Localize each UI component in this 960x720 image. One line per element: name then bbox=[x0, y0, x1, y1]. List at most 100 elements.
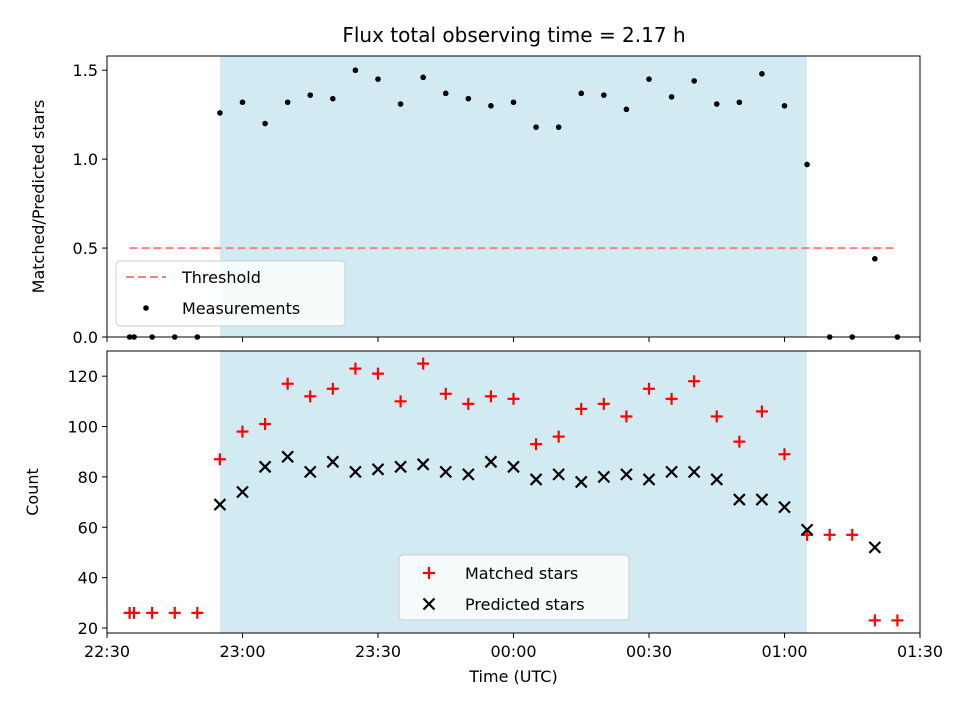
x-b bbox=[484, 455, 498, 469]
y-tick-label: 120 bbox=[67, 367, 98, 386]
matched-star-point bbox=[417, 357, 430, 370]
measurement-point bbox=[131, 334, 137, 340]
measurement-point bbox=[284, 99, 291, 106]
matched-star-point bbox=[733, 435, 746, 448]
x-b bbox=[394, 460, 407, 474]
predicted-star-point bbox=[303, 465, 317, 479]
measurement-point bbox=[262, 120, 268, 127]
measurement-point bbox=[601, 92, 607, 98]
measurement-point bbox=[465, 95, 472, 102]
x-b bbox=[326, 455, 340, 469]
matched-star-point bbox=[146, 606, 159, 619]
legend-bottom: Matched stars Predicted stars bbox=[398, 554, 630, 621]
y-tick-label: 100 bbox=[67, 418, 98, 437]
matched-star-point bbox=[236, 425, 249, 438]
predicted-star-point bbox=[507, 460, 520, 474]
y-axis-label: Count bbox=[23, 468, 42, 516]
predicted-star-point bbox=[213, 498, 227, 511]
matched-star-point bbox=[507, 392, 520, 405]
matched-star-point bbox=[552, 430, 565, 443]
measurement-point bbox=[849, 334, 856, 340]
matched-star-point bbox=[597, 397, 610, 410]
matched-star-point bbox=[688, 375, 701, 388]
y-tick-label: 1.5 bbox=[73, 61, 98, 80]
predicted-star-point bbox=[642, 473, 656, 486]
matched-star-point bbox=[891, 614, 904, 627]
matched-star-point bbox=[462, 397, 475, 410]
x-tick-label: 22:30 bbox=[84, 642, 130, 661]
x-b bbox=[462, 468, 475, 481]
x-b bbox=[258, 460, 272, 474]
measurement-point bbox=[713, 101, 720, 107]
matched-star-point bbox=[823, 528, 836, 541]
measurement-point bbox=[533, 124, 539, 130]
matched-star-point bbox=[326, 382, 339, 395]
measurement-point bbox=[352, 67, 359, 74]
measurement-point bbox=[759, 70, 765, 77]
x-tick-label: 00:30 bbox=[626, 642, 672, 661]
matched-star-point bbox=[530, 438, 543, 451]
x-tick-label: 01:00 bbox=[761, 642, 807, 661]
y-tick-label: 1.0 bbox=[73, 150, 98, 169]
x-b bbox=[371, 463, 385, 476]
matched-star-point bbox=[868, 614, 881, 627]
predicted-star-point bbox=[868, 541, 882, 554]
matched-star-point bbox=[128, 606, 141, 619]
measurement-point bbox=[668, 94, 675, 100]
legend-swatch-predicted bbox=[422, 597, 436, 611]
legend-swatch-matched bbox=[423, 567, 435, 579]
predicted-star-point bbox=[665, 465, 678, 479]
measurement-point bbox=[442, 90, 449, 97]
x-b bbox=[597, 470, 611, 484]
matched-star-point bbox=[778, 448, 791, 461]
measurement-point bbox=[126, 334, 133, 340]
matched-star-point bbox=[191, 606, 204, 619]
predicted-star-point bbox=[552, 468, 565, 481]
measurement-point bbox=[194, 334, 201, 340]
y-tick-label: 40 bbox=[78, 569, 98, 588]
legend-frame bbox=[115, 260, 346, 327]
x-b bbox=[642, 473, 656, 486]
measurement-point bbox=[488, 102, 494, 109]
predicted-star-point bbox=[687, 465, 701, 479]
x-b bbox=[710, 473, 724, 486]
measurement-point bbox=[691, 78, 697, 84]
predicted-star-point bbox=[597, 470, 611, 484]
x-b bbox=[778, 500, 791, 514]
x-b bbox=[733, 493, 746, 506]
measurement-point bbox=[872, 255, 878, 262]
matched-star-point bbox=[439, 387, 452, 400]
measurement-point bbox=[149, 334, 155, 340]
legend-label-measurements: Measurements bbox=[182, 299, 300, 318]
matched-star-point bbox=[259, 418, 272, 431]
predicted-star-point bbox=[800, 523, 814, 537]
x-axis-label: Time (UTC) bbox=[468, 667, 557, 686]
measurement-point bbox=[736, 99, 743, 106]
x-b bbox=[552, 468, 565, 481]
measurement-point bbox=[375, 76, 381, 82]
x-b bbox=[800, 523, 814, 537]
x-b bbox=[439, 465, 453, 479]
x-b bbox=[416, 458, 430, 471]
measurement-point bbox=[397, 101, 404, 107]
x-b bbox=[507, 460, 520, 474]
predicted-star-point bbox=[484, 455, 498, 469]
matched-star-point bbox=[665, 392, 678, 405]
x-b bbox=[236, 485, 249, 499]
x-b bbox=[687, 465, 701, 479]
matched-star-point bbox=[394, 395, 407, 408]
predicted-star-point bbox=[416, 458, 430, 471]
measurement-point bbox=[330, 95, 336, 102]
chart-title: Flux total observing time = 2.17 h bbox=[342, 23, 685, 47]
legend-frame bbox=[398, 554, 630, 621]
predicted-star-point bbox=[371, 463, 385, 476]
y-tick-label: 20 bbox=[78, 619, 98, 638]
measurement-point bbox=[781, 102, 788, 109]
predicted-star-point bbox=[574, 475, 588, 489]
y-axis-label: Matched/Predicted stars bbox=[29, 100, 48, 294]
legend-label-matched: Matched stars bbox=[465, 564, 578, 583]
x-b bbox=[574, 475, 588, 489]
matched-star-point bbox=[846, 528, 859, 541]
matched-star-point bbox=[168, 606, 181, 619]
